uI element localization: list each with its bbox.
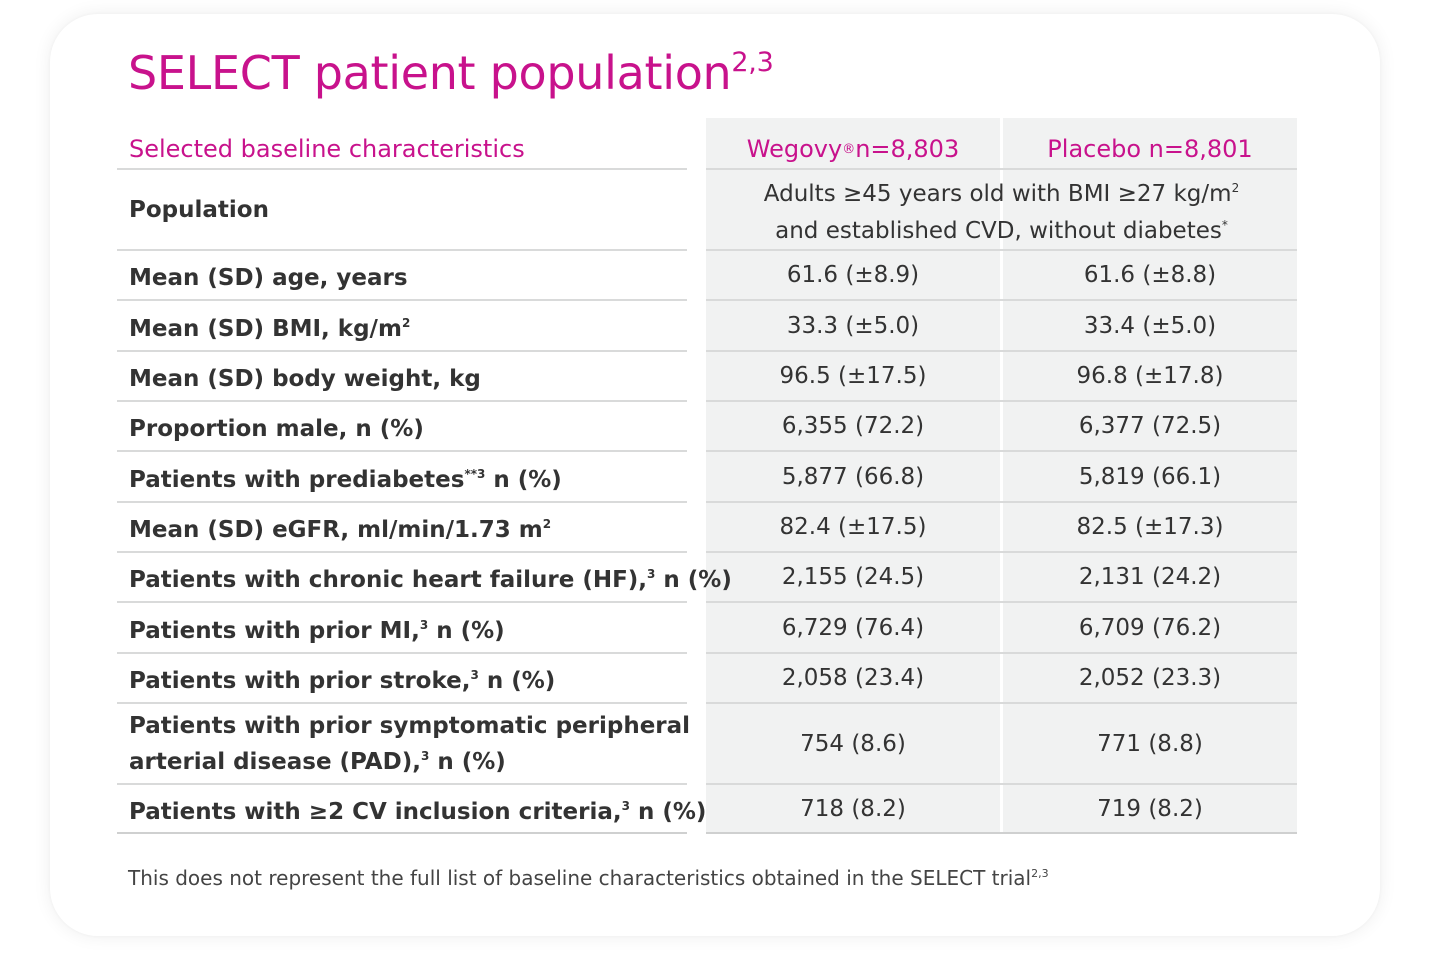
placebo-value: 61.6 (±8.8)	[1083, 262, 1217, 288]
row-label: Patients with prior stroke,3 n (%)	[129, 668, 556, 694]
placebo-value: 6,377 (72.5)	[1078, 413, 1222, 439]
wegovy-column-bg	[706, 118, 1000, 833]
wegovy-value: 6,355 (72.2)	[781, 413, 925, 439]
header-characteristics: Selected baseline characteristics	[129, 135, 525, 163]
row-divider	[117, 168, 687, 170]
row-divider	[706, 501, 1297, 503]
placebo-value: 2,131 (24.2)	[1078, 564, 1222, 590]
population-description: Adults ≥45 years old with BMI ≥27 kg/m2 a…	[763, 180, 1240, 244]
header-placebo: Placebo n=8,801	[1047, 135, 1253, 163]
row-divider	[706, 551, 1297, 553]
wegovy-value: 2,155 (24.5)	[781, 564, 925, 590]
wegovy-value: 61.6 (±8.9)	[786, 262, 920, 288]
row-divider	[706, 299, 1297, 301]
wegovy-value: 96.5 (±17.5)	[779, 363, 927, 389]
table-row: Proportion male, n (%) 6,355 (72.2) 6,377 …	[0, 402, 1440, 450]
row-divider	[117, 551, 687, 553]
wegovy-value: 754 (8.6)	[800, 730, 906, 757]
row-divider	[706, 601, 1297, 603]
row-divider	[706, 450, 1297, 452]
row-label: Population	[129, 196, 269, 223]
wegovy-value: 2,058 (23.4)	[781, 665, 925, 691]
row-label: Patients with prediabetes**3 n (%)	[129, 466, 562, 493]
row-divider	[706, 702, 1297, 704]
row-divider	[706, 652, 1297, 654]
page-title: SELECT patient population2,3	[128, 46, 774, 100]
table-row: Mean (SD) body weight, kg 96.5 (±17.5) 96.…	[0, 352, 1440, 400]
placebo-value: 6,709 (76.2)	[1078, 614, 1222, 641]
row-label: Patients with prior MI,3 n (%)	[129, 617, 505, 644]
placebo-value: 5,819 (66.1)	[1078, 463, 1222, 490]
row-divider	[706, 832, 1297, 834]
row-divider	[117, 832, 687, 834]
row-divider	[117, 702, 687, 704]
row-label: Patients with prior symptomatic peripher…	[129, 712, 691, 775]
placebo-value: 719 (8.2)	[1097, 795, 1203, 822]
row-divider	[706, 350, 1297, 352]
placebo-column-bg	[1003, 118, 1297, 833]
row-divider	[706, 783, 1297, 785]
placebo-value: 2,052 (23.3)	[1078, 665, 1222, 691]
wegovy-value: 82.4 (±17.5)	[779, 514, 927, 540]
title-refs: 2,3	[731, 47, 774, 78]
placebo-value: 82.5 (±17.3)	[1076, 514, 1224, 540]
footnote: This does not represent the full list of…	[128, 866, 1049, 890]
row-label: Mean (SD) BMI, kg/m2	[129, 315, 411, 342]
row-divider	[117, 601, 687, 603]
placebo-value: 771 (8.8)	[1097, 730, 1203, 757]
row-label: Mean (SD) body weight, kg	[129, 366, 481, 392]
row-divider	[706, 400, 1297, 402]
table-row: Patients with prediabetes**3 n (%) 5,877 …	[0, 452, 1440, 501]
wegovy-value: 33.3 (±5.0)	[786, 312, 920, 339]
wegovy-value: 718 (8.2)	[800, 795, 906, 822]
placebo-value: 96.8 (±17.8)	[1076, 363, 1224, 389]
row-divider	[117, 249, 687, 251]
row-divider	[706, 168, 1297, 170]
table-row: Patients with prior stroke,3 n (%) 2,058 …	[0, 654, 1440, 702]
row-divider	[117, 299, 687, 301]
row-divider	[117, 652, 687, 654]
row-label: Proportion male, n (%)	[129, 416, 424, 442]
row-divider	[117, 783, 687, 785]
row-divider	[117, 350, 687, 352]
placebo-value: 33.4 (±5.0)	[1083, 312, 1217, 339]
table-row: Mean (SD) age, years 61.6 (±8.9) 61.6 (±8.…	[0, 251, 1440, 299]
row-divider	[117, 450, 687, 452]
table-row-population: Population Adults ≥45 years old with BMI …	[0, 170, 1440, 249]
header-wegovy: Wegovy ® n=8,803	[746, 135, 960, 163]
row-divider	[117, 400, 687, 402]
row-divider	[117, 501, 687, 503]
table-row: Patients with prior MI,3 n (%) 6,729 (76.…	[0, 603, 1440, 652]
table-row: Patients with prior symptomatic peripher…	[0, 704, 1440, 783]
row-label: Patients with chronic heart failure (HF)…	[129, 567, 732, 593]
wegovy-value: 5,877 (66.8)	[781, 463, 925, 490]
row-label: Mean (SD) eGFR, ml/min/1.73 m2	[129, 517, 552, 543]
table-row: Mean (SD) eGFR, ml/min/1.73 m2 82.4 (±17.…	[0, 503, 1440, 551]
row-divider	[706, 249, 1297, 251]
wegovy-value: 6,729 (76.4)	[781, 614, 925, 641]
row-label: Mean (SD) age, years	[129, 265, 408, 291]
table-row: Patients with chronic heart failure (HF)…	[0, 553, 1440, 601]
row-label: Patients with ≥2 CV inclusion criteria,3…	[129, 798, 707, 825]
table-row: Patients with ≥2 CV inclusion criteria,3…	[0, 785, 1440, 832]
table-row: Mean (SD) BMI, kg/m2 33.3 (±5.0) 33.4 (±5.…	[0, 301, 1440, 350]
